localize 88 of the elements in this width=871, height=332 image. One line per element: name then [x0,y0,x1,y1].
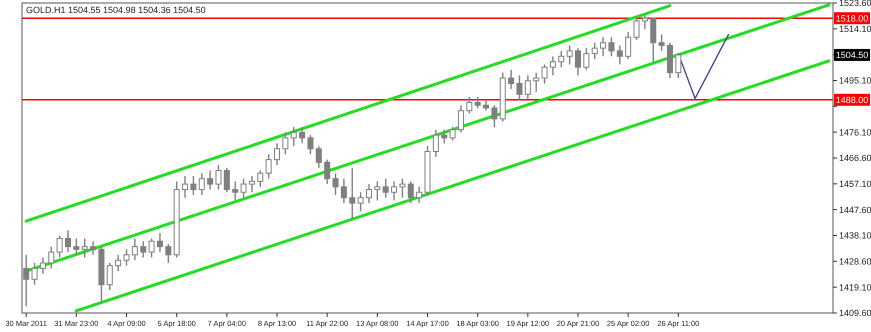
candlestick [148,238,155,258]
candlestick [374,180,380,202]
y-tick-label: 1428.60 [839,256,871,266]
ref-line-label: 1518.00 [836,13,868,24]
candlestick [299,126,306,144]
candlestick [215,164,222,190]
candlestick [106,262,113,291]
candlestick [232,180,238,202]
candlestick [616,44,623,66]
candlestick [307,134,314,155]
candlestick [73,238,80,256]
candlestick [124,248,130,266]
candlestick [516,74,522,101]
candlestick [257,170,264,188]
candlestick [224,167,230,193]
candlestick [483,99,490,112]
candlestick [82,238,88,258]
candlestick [248,175,255,193]
candlestick [642,14,648,30]
candlestick [533,72,540,92]
candlestick [207,170,214,190]
candlestick [156,232,163,253]
chart-title: GOLD.H1 1504.55 1504.98 1504.36 1504.50 [26,5,206,15]
candlestick [274,142,280,166]
candlestick [441,129,448,144]
candlestick [132,238,138,261]
candlestick [366,183,372,204]
candlestick [190,175,196,196]
candlestick [450,126,456,142]
candlestick [165,243,172,264]
y-tick-label: 1466.60 [839,153,871,164]
candlestick [625,31,632,60]
candlestick [240,178,247,198]
y-tick-label: 1476.10 [839,127,871,138]
candlestick [466,96,472,114]
candlestick [48,246,54,270]
y-tick-label: 1438.10 [839,230,871,241]
candlestick [675,52,682,79]
candlestick [458,104,464,134]
candlestick [408,180,414,204]
candlestick [558,50,564,68]
y-tick-label: 1447.60 [839,204,871,215]
y-tick-label: 1523.60 [839,0,871,8]
candlestick [40,256,46,275]
y-tick-label: 1409.60 [839,308,871,318]
candlestick [340,178,347,204]
candlestick [658,34,665,52]
candlestick [566,44,573,66]
candlestick [592,42,598,60]
annotation: 1504.50 [836,50,868,60]
candlestick [608,36,614,57]
candlestick [182,175,188,198]
candlestick [282,132,288,155]
candlestick [358,192,364,212]
candlestick [64,230,71,253]
candlestick [56,235,63,258]
candlestick [399,178,406,198]
candlestick [382,178,389,198]
y-tick-label: 1457.10 [839,178,871,189]
candlestick [474,96,481,109]
candlestick [316,145,322,168]
candlestick [115,254,122,272]
candlestick [349,167,356,220]
candlestick [574,47,582,76]
candlestick [583,47,590,71]
candlestick [432,129,439,158]
candlestick [634,18,640,41]
candlestick [23,254,30,308]
candlestick [290,126,297,147]
candlestick [140,240,146,258]
candlestick [90,240,96,256]
candlestick [524,74,531,101]
candlestick [416,186,422,204]
candlestick [32,262,38,286]
y-tick-label: 1419.10 [839,282,871,292]
candlestick [332,172,339,196]
candlestick [198,172,205,196]
y-tick-label: 1495.10 [839,76,871,86]
candlestick [491,104,498,128]
ref-line-label: 1488.00 [836,94,868,105]
candlestick [391,180,398,202]
candlestick [266,153,272,180]
candlestick [542,64,548,84]
candlestick [550,56,556,76]
candlestick [508,69,514,90]
y-tick-label: 1514.10 [839,24,871,34]
candlestick [324,158,330,185]
candlestick [600,36,606,57]
